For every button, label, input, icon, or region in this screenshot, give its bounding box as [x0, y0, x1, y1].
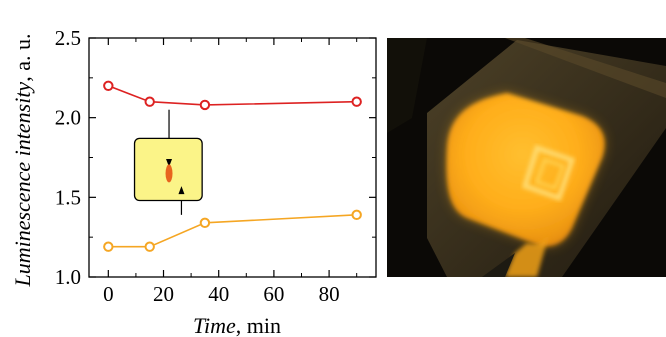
y-tick-label: 1.0: [55, 265, 81, 289]
y-tick-label: 2.0: [55, 106, 81, 130]
luminescence-chart: Luminescence intensity, a. u. Time, min …: [10, 26, 377, 337]
data-point: [144, 241, 155, 252]
x-tick-label: 40: [208, 282, 229, 306]
printed-pattern: [521, 144, 576, 202]
y-tick-label: 2.5: [55, 26, 81, 50]
inset-arrowhead-top: [166, 159, 173, 168]
data-point: [351, 209, 362, 221]
data-point: [103, 80, 114, 92]
y-axis-title-unit: , a. u.: [10, 34, 35, 82]
y-tick-label: 1.5: [55, 185, 81, 209]
x-axis-title-main: Time: [193, 313, 236, 337]
sample-photo-drawing: [387, 38, 666, 277]
data-point: [103, 241, 114, 252]
film-edge-glow: [505, 234, 549, 277]
x-axis-title-unit: , min: [236, 313, 281, 337]
series-line: [108, 85, 357, 106]
x-tick-label: 0: [103, 282, 114, 306]
x-tick-label: 80: [319, 282, 340, 306]
luminescent-sample-photo: [387, 38, 666, 277]
data-point: [351, 96, 362, 107]
inset-arrowhead-bottom: [178, 186, 185, 195]
y-axis-title: Luminescence intensity, a. u.: [10, 34, 35, 288]
data-point: [199, 217, 211, 229]
data-point: [144, 96, 155, 107]
x-axis-title: Time, min: [193, 313, 281, 337]
x-tick-label: 20: [153, 282, 174, 306]
data-point: [199, 99, 211, 111]
series-line: [108, 214, 357, 248]
x-tick-label: 60: [263, 282, 284, 306]
y-axis-title-main: Luminescence intensity: [10, 82, 35, 288]
plot-frame: [88, 37, 377, 278]
inset-emission-spot: [165, 164, 173, 183]
